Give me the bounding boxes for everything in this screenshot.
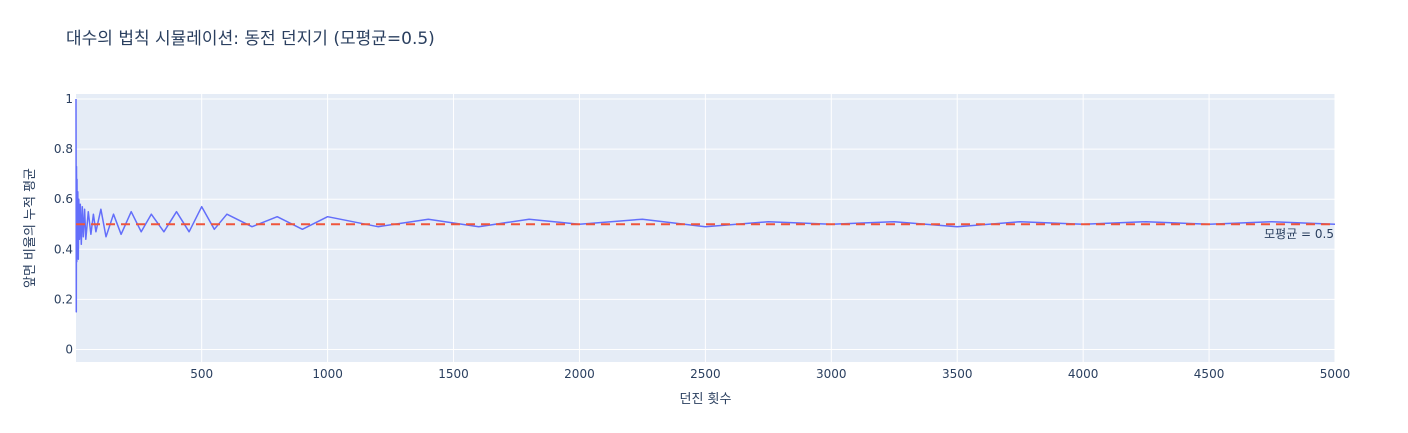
series-layer bbox=[75, 98, 1336, 313]
x-tick-label: 4000 bbox=[1068, 367, 1099, 381]
x-tick-label: 4500 bbox=[1194, 367, 1225, 381]
x-tick-label: 1000 bbox=[312, 367, 343, 381]
y-axis: 0 0.2 0.4 0.6 0.8 1 bbox=[54, 92, 73, 356]
x-tick-label: 5000 bbox=[1320, 367, 1351, 381]
y-tick-label: 0.8 bbox=[54, 142, 73, 156]
x-tick-label: 2500 bbox=[690, 367, 721, 381]
annotation-layer: 모평균 = 0.5 bbox=[1264, 227, 1334, 241]
y-tick-label: 0 bbox=[65, 342, 73, 356]
y-tick-label: 0.2 bbox=[54, 292, 73, 306]
x-tick-label: 1500 bbox=[438, 367, 469, 381]
x-tick-label: 2000 bbox=[564, 367, 595, 381]
x-axis: 500 1000 1500 2000 2500 3000 3500 4000 4500 5000 bbox=[190, 367, 1350, 381]
x-axis-label: 던진 횟수 bbox=[680, 392, 732, 407]
x-tick-label: 3500 bbox=[942, 367, 973, 381]
y-tick-label: 1 bbox=[65, 92, 73, 106]
series-line bbox=[75, 98, 1336, 313]
annotation-label: 모평균 = 0.5 bbox=[1264, 227, 1334, 241]
y-tick-label: 0.6 bbox=[54, 192, 73, 206]
grid bbox=[76, 94, 1336, 362]
x-tick-label: 500 bbox=[190, 367, 213, 381]
y-axis-label: 앞면 비율의 누적 평균 bbox=[23, 168, 38, 288]
chart-title: 대수의 법칙 시뮬레이션: 동전 던지기 (모평균=0.5) bbox=[66, 29, 435, 49]
y-tick-label: 0.4 bbox=[54, 242, 73, 256]
x-tick-label: 3000 bbox=[816, 367, 847, 381]
